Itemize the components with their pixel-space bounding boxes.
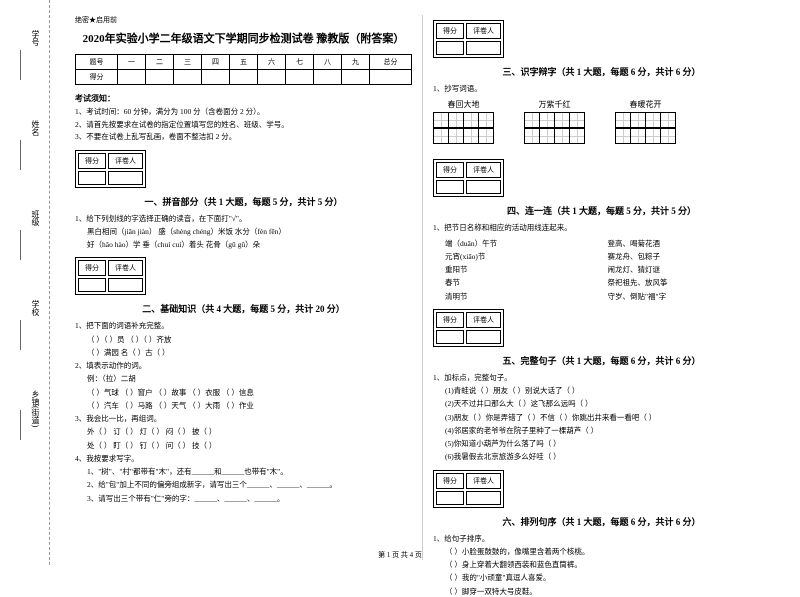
match-right: 赛龙舟、包粽子: [608, 251, 771, 262]
q-item: 好（hǎo hào）学 垂（chuí cuí）着头 花骨（gū gǔ）朵: [75, 239, 412, 250]
th: 三: [174, 55, 202, 70]
line: [20, 320, 21, 350]
column-right: 得分评卷人 三、识字辩字（共 1 大题，每题 6 分，共计 6 分） 1、抄写词…: [423, 15, 780, 560]
th: 九: [342, 55, 370, 70]
label-class: 班级: [30, 210, 41, 226]
th: 七: [286, 55, 314, 70]
score-mini-box: 得分评卷人: [433, 20, 504, 58]
th: 总分: [370, 55, 412, 70]
notice-item: 3、不要在试卷上乱写乱画，卷面不整洁扣 2 分。: [75, 132, 412, 143]
q-item: （ ）（ ）员 （ ）（ ）齐放: [75, 334, 412, 345]
th: 二: [146, 55, 174, 70]
binding-margin: 学号 姓名 班级 学校 乡镇(街道): [0, 0, 50, 565]
match-left: 端（duān）午节: [445, 238, 608, 249]
q-text: 1、把下面的词语补充完整。: [75, 320, 412, 331]
part2-title: 二、基础知识（共 4 大题，每题 5 分，共计 20 分）: [75, 302, 412, 315]
q-item: (4)邻居家的老爷爷在院子里种了一棵葫芦（ ）: [433, 425, 770, 436]
q-text: 1、抄写词语。: [433, 83, 770, 94]
q-item: (5)你知道小葫芦为什么落了吗（ ）: [433, 438, 770, 449]
q-item: （ ）脚穿一双特大号皮鞋。: [433, 586, 770, 597]
label-name: 姓名: [30, 120, 41, 136]
q-item: （ ）汽车 （ ）马路 （ ）天气 （ ）大雨 （ ）作业: [75, 400, 412, 411]
q-item: (1)青蛙说（ ）朋友（ ）别说大话了（ ）: [433, 385, 770, 396]
q-item: 外（ ） 订（ ） 灯（ ） 闷（ ） 披（ ）: [75, 426, 412, 437]
line: [20, 410, 21, 440]
notice-item: 1、考试时间：60 分钟，满分为 100 分（含卷面分 2 分）。: [75, 107, 412, 118]
match-left: 元宵(xiāo)节: [445, 251, 608, 262]
q-text: 3、我会比一比，再组词。: [75, 413, 412, 424]
label-town: 乡镇(街道): [30, 390, 41, 427]
q-item: (2)天不过井口那么大（ ）这飞那么远吗（ ）: [433, 398, 770, 409]
match-list: 端（duān）午节 元宵(xiāo)节 重阳节 春节 清明节 登高、喝菊花酒 赛…: [433, 236, 770, 304]
q-item: (6)我暑假去北京旅游多么好哇（ ）: [433, 451, 770, 462]
score-table: 题号 一 二 三 四 五 六 七 八 九 总分 得分: [75, 54, 412, 85]
q-text: 2、填表示动作的词。: [75, 360, 412, 371]
th: 五: [230, 55, 258, 70]
q-item: 3、请写出三个带有"仁"旁的字：______、______、______。: [75, 493, 412, 504]
score-mini-box: 得分评卷人: [433, 159, 504, 197]
match-right: 闹龙灯、猜灯谜: [608, 264, 771, 275]
confidential-mark: 绝密★启用前: [75, 15, 412, 25]
match-right: 登高、喝菊花酒: [608, 238, 771, 249]
char-word: 万紫千红: [524, 99, 585, 144]
part5-title: 五、完整句子（共 1 大题，每题 6 分，共计 6 分）: [433, 354, 770, 367]
label-student-id: 学号: [30, 30, 41, 46]
match-left: 重阳节: [445, 264, 608, 275]
exam-title: 2020年实验小学二年级语文下学期同步检测试卷 豫教版（附答案）: [75, 30, 412, 46]
line: [20, 230, 21, 260]
notice-item: 2、请首先按要求在试卷的指定位置填写您的姓名、班级、学号。: [75, 120, 412, 131]
q-item: （ ）满园 名（ ）古（ ）: [75, 347, 412, 358]
score-mini-box: 得分评卷人: [75, 150, 146, 188]
match-right: 祭祀祖先、放风筝: [608, 277, 771, 288]
q-item: 黑白相间（jiān jiàn） 盛（shèng chéng）米饭 水分（fèn …: [75, 226, 412, 237]
part6-title: 六、排列句序（共 1 大题，每题 6 分，共计 6 分）: [433, 515, 770, 528]
match-right: 守岁、倒贴"福"字: [608, 291, 771, 302]
q-item: 1、"树"、"村"都带有"木"，还有______和______也带有"木"。: [75, 466, 412, 477]
line: [20, 140, 21, 170]
q-item: 例：（拉）二胡: [75, 373, 412, 384]
q-item: 处（ ） 盯（ ） 钉（ ） 问（ ） 技（ ）: [75, 440, 412, 451]
page-content: 绝密★启用前 2020年实验小学二年级语文下学期同步检测试卷 豫教版（附答案） …: [50, 0, 800, 565]
part3-title: 三、识字辩字（共 1 大题，每题 6 分，共计 6 分）: [433, 65, 770, 78]
th: 六: [258, 55, 286, 70]
char-word: 春回大地: [433, 99, 494, 144]
label-school: 学校: [30, 300, 41, 316]
match-left: 春节: [445, 277, 608, 288]
notice-title: 考试须知：: [75, 93, 412, 104]
part4-title: 四、连一连（共 1 大题，每题 5 分，共计 5 分）: [433, 204, 770, 217]
q-item: (3)朋友（ ）你是弄错了（ ）不信（ ）你跳出井来看一看吧（ ）: [433, 412, 770, 423]
line: [20, 50, 21, 80]
page-footer: 第 1 页 共 4 页: [0, 550, 800, 560]
q-text: 1、给句子排序。: [433, 533, 770, 544]
column-left: 绝密★启用前 2020年实验小学二年级语文下学期同步检测试卷 豫教版（附答案） …: [65, 15, 423, 560]
q-item: （ ）气球 （ ）窗户 （ ）故事 （ ）衣服 （ ）信息: [75, 387, 412, 398]
th: 四: [202, 55, 230, 70]
q-item: 2、给"包"加上不同的偏旁组成新字，请写出三个______、______、___…: [75, 479, 412, 490]
th: 一: [118, 55, 146, 70]
score-mini-box: 得分评卷人: [75, 257, 146, 295]
q-text: 1、给下列划线的字选择正确的读音，在下面打"√"。: [75, 213, 412, 224]
char-grid: 春回大地 万紫千红 春暖花开: [433, 99, 770, 144]
row-label: 得分: [76, 70, 118, 85]
char-word: 春暖花开: [615, 99, 676, 144]
score-mini-box: 得分评卷人: [433, 470, 504, 508]
q-text: 4、我按要求写字。: [75, 453, 412, 464]
q-text: 1、加标点，完整句子。: [433, 372, 770, 383]
q-text: 1、把节日名称和相应的活动用线连起来。: [433, 222, 770, 233]
th: 题号: [76, 55, 118, 70]
th: 八: [314, 55, 342, 70]
q-item: （ ）我的"小顽童"真逗人喜爱。: [433, 572, 770, 583]
match-left: 清明节: [445, 291, 608, 302]
score-mini-box: 得分评卷人: [433, 309, 504, 347]
part1-title: 一、拼音部分（共 1 大题，每题 5 分，共计 5 分）: [75, 195, 412, 208]
